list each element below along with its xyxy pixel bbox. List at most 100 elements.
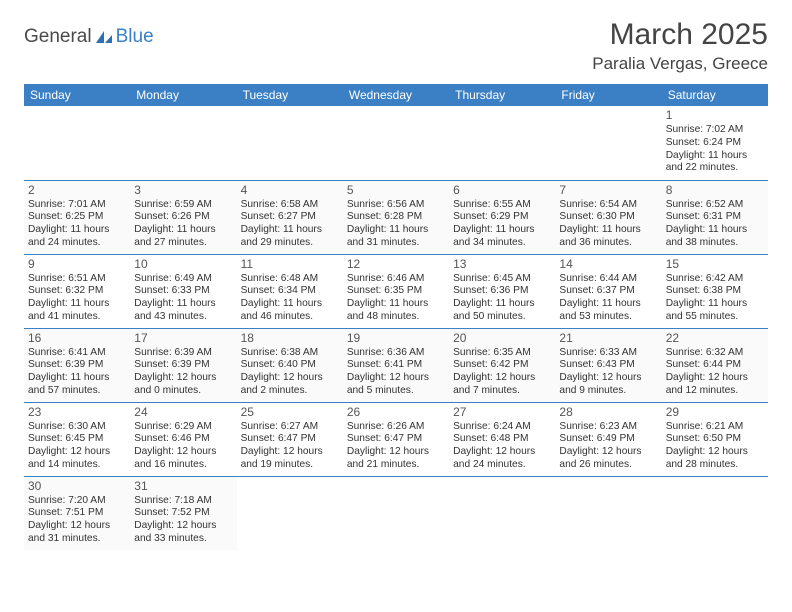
day-number: 31 — [134, 479, 232, 494]
day-number: 25 — [241, 405, 339, 420]
day-number: 12 — [347, 257, 445, 272]
sunset-text: Sunset: 6:46 PM — [134, 433, 232, 446]
sunset-text: Sunset: 6:50 PM — [666, 433, 764, 446]
day-number: 29 — [666, 405, 764, 420]
daylight-text-1: Daylight: 12 hours — [134, 520, 232, 533]
day-number: 15 — [666, 257, 764, 272]
sunrise-text: Sunrise: 6:55 AM — [453, 199, 551, 212]
calendar-day-cell: 4Sunrise: 6:58 AMSunset: 6:27 PMDaylight… — [237, 180, 343, 254]
daylight-text-2: and 53 minutes. — [559, 311, 657, 324]
daylight-text-1: Daylight: 11 hours — [559, 298, 657, 311]
daylight-text-2: and 2 minutes. — [241, 385, 339, 398]
calendar-day-cell: 7Sunrise: 6:54 AMSunset: 6:30 PMDaylight… — [555, 180, 661, 254]
day-number: 28 — [559, 405, 657, 420]
sunrise-text: Sunrise: 6:38 AM — [241, 347, 339, 360]
daylight-text-1: Daylight: 11 hours — [134, 224, 232, 237]
weekday-header: Monday — [130, 84, 236, 106]
sunset-text: Sunset: 6:45 PM — [28, 433, 126, 446]
weekday-header: Friday — [555, 84, 661, 106]
sunrise-text: Sunrise: 6:35 AM — [453, 347, 551, 360]
sunrise-text: Sunrise: 6:21 AM — [666, 421, 764, 434]
daylight-text-1: Daylight: 12 hours — [666, 372, 764, 385]
daylight-text-2: and 31 minutes. — [347, 237, 445, 250]
sunset-text: Sunset: 6:37 PM — [559, 285, 657, 298]
calendar-day-cell: 26Sunrise: 6:26 AMSunset: 6:47 PMDayligh… — [343, 402, 449, 476]
sunrise-text: Sunrise: 6:26 AM — [347, 421, 445, 434]
calendar-day-cell — [555, 476, 661, 550]
calendar-day-cell: 20Sunrise: 6:35 AMSunset: 6:42 PMDayligh… — [449, 328, 555, 402]
sunrise-text: Sunrise: 6:49 AM — [134, 273, 232, 286]
daylight-text-1: Daylight: 11 hours — [347, 298, 445, 311]
daylight-text-2: and 33 minutes. — [134, 533, 232, 546]
brand-general: General — [24, 26, 92, 48]
sunset-text: Sunset: 6:41 PM — [347, 359, 445, 372]
day-number: 7 — [559, 183, 657, 198]
daylight-text-2: and 14 minutes. — [28, 459, 126, 472]
day-number: 8 — [666, 183, 764, 198]
daylight-text-1: Daylight: 12 hours — [559, 372, 657, 385]
calendar-week-row: 30Sunrise: 7:20 AMSunset: 7:51 PMDayligh… — [24, 476, 768, 550]
day-number: 26 — [347, 405, 445, 420]
sunrise-text: Sunrise: 6:59 AM — [134, 199, 232, 212]
sunrise-text: Sunrise: 6:48 AM — [241, 273, 339, 286]
sunrise-text: Sunrise: 6:42 AM — [666, 273, 764, 286]
day-number: 5 — [347, 183, 445, 198]
daylight-text-1: Daylight: 12 hours — [134, 372, 232, 385]
sunset-text: Sunset: 7:51 PM — [28, 507, 126, 520]
sunset-text: Sunset: 6:27 PM — [241, 211, 339, 224]
sunrise-text: Sunrise: 6:32 AM — [666, 347, 764, 360]
daylight-text-2: and 34 minutes. — [453, 237, 551, 250]
daylight-text-2: and 12 minutes. — [666, 385, 764, 398]
daylight-text-2: and 55 minutes. — [666, 311, 764, 324]
sunset-text: Sunset: 6:47 PM — [347, 433, 445, 446]
calendar-day-cell: 11Sunrise: 6:48 AMSunset: 6:34 PMDayligh… — [237, 254, 343, 328]
daylight-text-1: Daylight: 12 hours — [559, 446, 657, 459]
sunrise-text: Sunrise: 6:58 AM — [241, 199, 339, 212]
daylight-text-2: and 46 minutes. — [241, 311, 339, 324]
weekday-header: Wednesday — [343, 84, 449, 106]
daylight-text-1: Daylight: 11 hours — [666, 224, 764, 237]
daylight-text-2: and 36 minutes. — [559, 237, 657, 250]
calendar-day-cell: 19Sunrise: 6:36 AMSunset: 6:41 PMDayligh… — [343, 328, 449, 402]
daylight-text-2: and 48 minutes. — [347, 311, 445, 324]
day-number: 16 — [28, 331, 126, 346]
daylight-text-1: Daylight: 11 hours — [666, 150, 764, 163]
daylight-text-2: and 16 minutes. — [134, 459, 232, 472]
sunset-text: Sunset: 6:33 PM — [134, 285, 232, 298]
daylight-text-2: and 24 minutes. — [28, 237, 126, 250]
sunrise-text: Sunrise: 6:30 AM — [28, 421, 126, 434]
calendar-table: Sunday Monday Tuesday Wednesday Thursday… — [24, 84, 768, 550]
weekday-header: Thursday — [449, 84, 555, 106]
daylight-text-2: and 43 minutes. — [134, 311, 232, 324]
sunset-text: Sunset: 6:42 PM — [453, 359, 551, 372]
daylight-text-1: Daylight: 11 hours — [453, 298, 551, 311]
calendar-day-cell — [24, 106, 130, 180]
sunset-text: Sunset: 6:39 PM — [134, 359, 232, 372]
calendar-week-row: 23Sunrise: 6:30 AMSunset: 6:45 PMDayligh… — [24, 402, 768, 476]
daylight-text-1: Daylight: 12 hours — [28, 446, 126, 459]
calendar-week-row: 1Sunrise: 7:02 AMSunset: 6:24 PMDaylight… — [24, 106, 768, 180]
day-number: 21 — [559, 331, 657, 346]
calendar-day-cell — [555, 106, 661, 180]
calendar-day-cell — [449, 476, 555, 550]
calendar-day-cell: 14Sunrise: 6:44 AMSunset: 6:37 PMDayligh… — [555, 254, 661, 328]
sunrise-text: Sunrise: 6:39 AM — [134, 347, 232, 360]
calendar-day-cell: 12Sunrise: 6:46 AMSunset: 6:35 PMDayligh… — [343, 254, 449, 328]
sunset-text: Sunset: 6:36 PM — [453, 285, 551, 298]
sunrise-text: Sunrise: 7:18 AM — [134, 495, 232, 508]
sunset-text: Sunset: 6:25 PM — [28, 211, 126, 224]
daylight-text-2: and 7 minutes. — [453, 385, 551, 398]
day-number: 18 — [241, 331, 339, 346]
sunrise-text: Sunrise: 6:45 AM — [453, 273, 551, 286]
calendar-day-cell: 13Sunrise: 6:45 AMSunset: 6:36 PMDayligh… — [449, 254, 555, 328]
daylight-text-1: Daylight: 12 hours — [241, 446, 339, 459]
day-number: 6 — [453, 183, 551, 198]
calendar-day-cell — [343, 476, 449, 550]
calendar-day-cell: 24Sunrise: 6:29 AMSunset: 6:46 PMDayligh… — [130, 402, 236, 476]
sunset-text: Sunset: 7:52 PM — [134, 507, 232, 520]
daylight-text-1: Daylight: 11 hours — [28, 224, 126, 237]
day-number: 23 — [28, 405, 126, 420]
sunrise-text: Sunrise: 6:54 AM — [559, 199, 657, 212]
daylight-text-2: and 9 minutes. — [559, 385, 657, 398]
calendar-day-cell: 23Sunrise: 6:30 AMSunset: 6:45 PMDayligh… — [24, 402, 130, 476]
